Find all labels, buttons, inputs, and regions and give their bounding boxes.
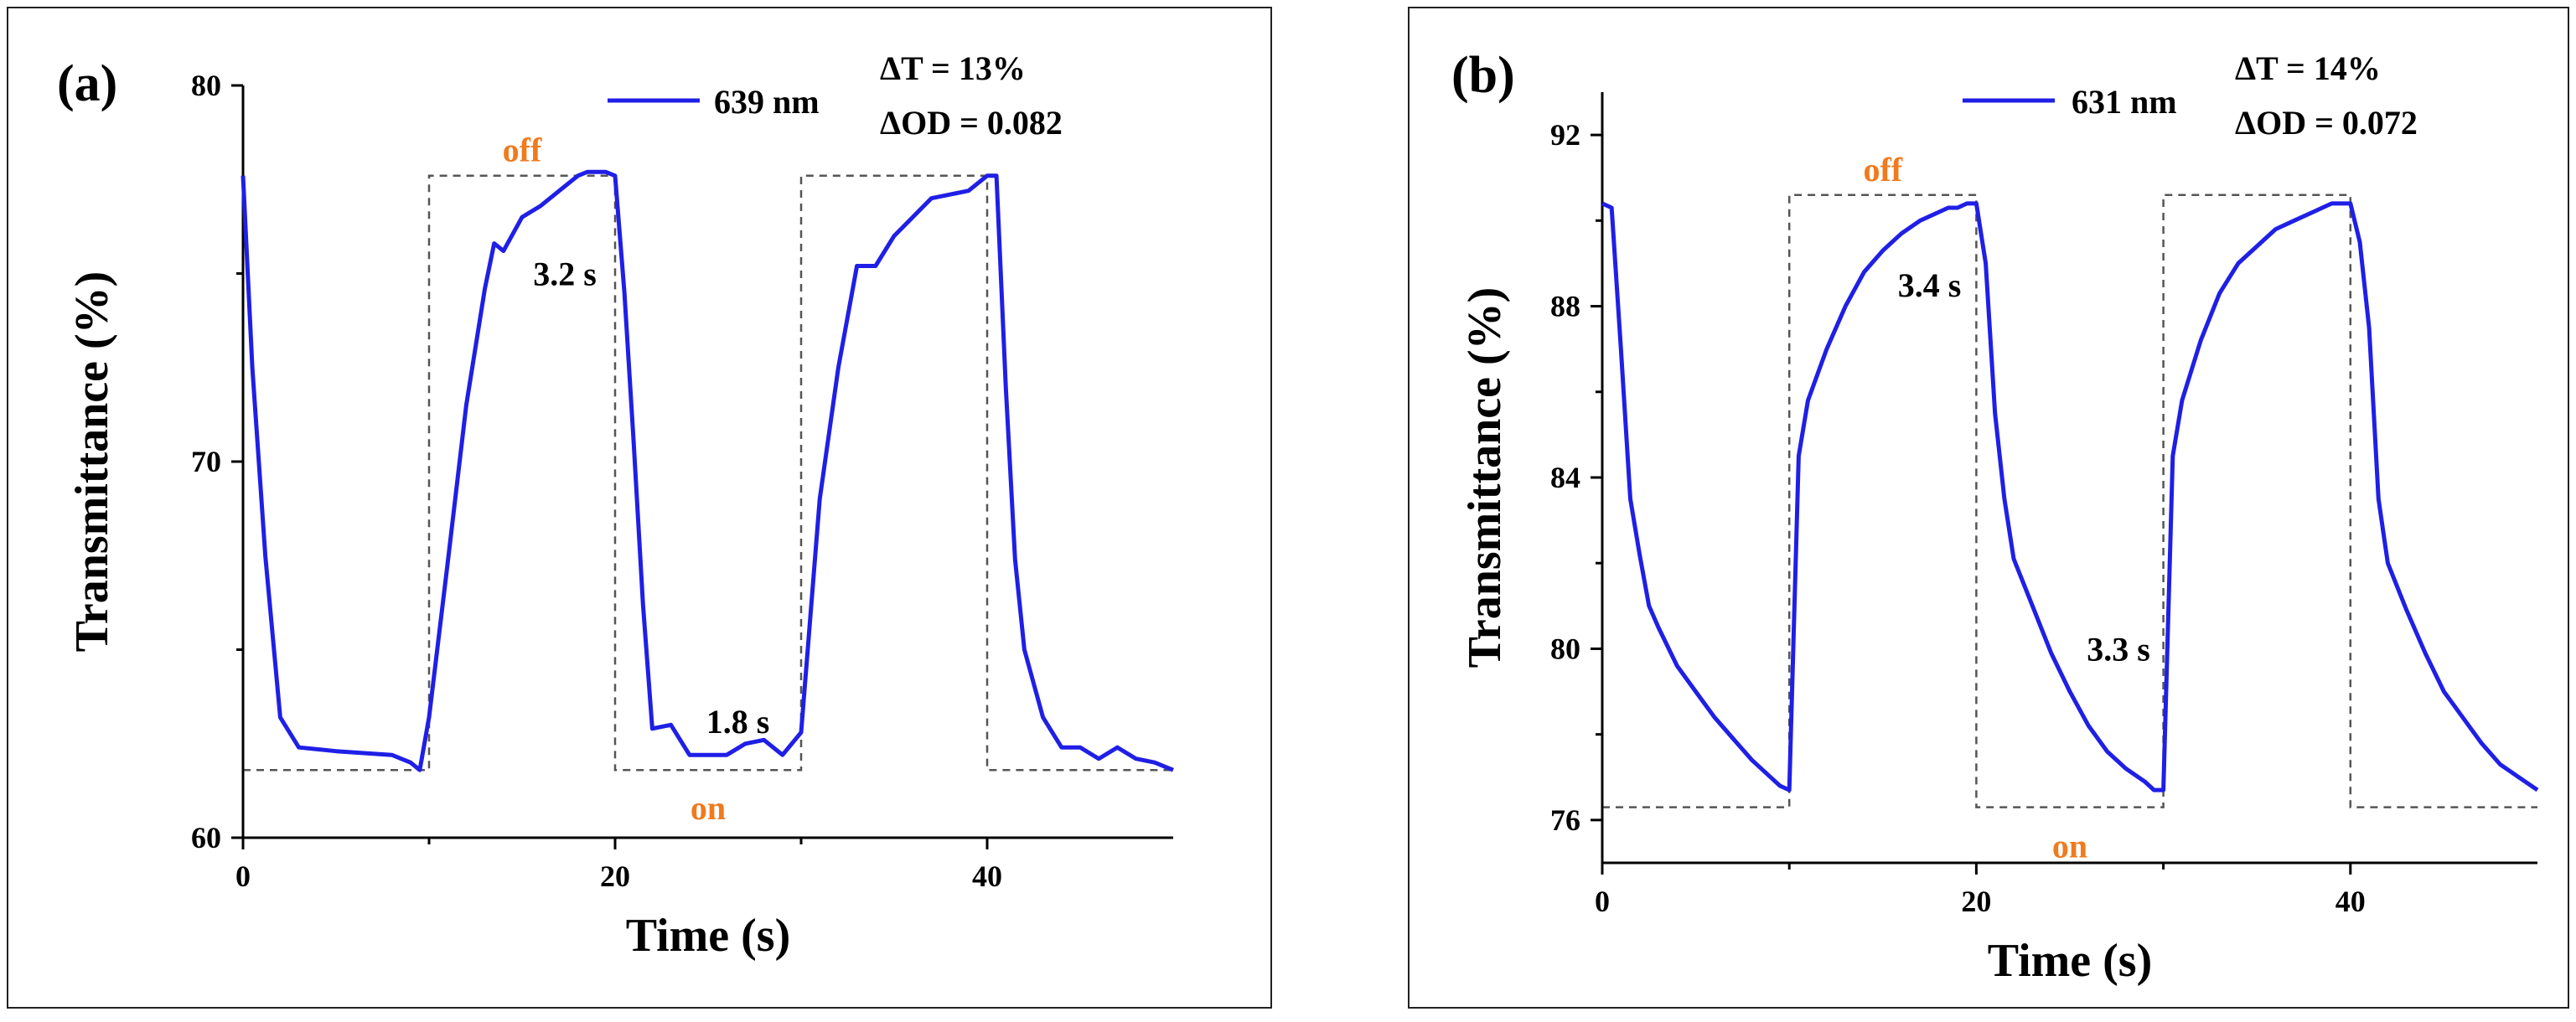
legend-label: 639 nm (714, 83, 820, 121)
y-axis-label: Transmittance (%) (66, 271, 118, 653)
y-tick-label: 80 (191, 69, 221, 102)
panel-label: (b) (1451, 47, 1515, 104)
y-tick-label: 92 (1550, 118, 1580, 152)
state-label: off (1863, 151, 1902, 188)
stat-text: ΔT = 13% (880, 49, 1026, 87)
x-tick-label: 0 (235, 859, 251, 893)
x-tick-label: 40 (2335, 885, 2366, 918)
x-tick-label: 20 (600, 859, 630, 893)
chart-a: 0 20 40 60 70 80 Time (s) Transmittance (%) (a) 6… (57, 49, 1174, 962)
x-axis-label: Time (s) (1988, 935, 2153, 987)
response-time-label: 3.2 s (533, 256, 597, 293)
chart-b: 0 20 40 76 80 84 88 92 Time (s) Transmittance (%)… (1451, 47, 2539, 987)
series-line (1601, 201, 2539, 792)
response-time-label: 3.3 s (2087, 630, 2150, 668)
y-tick-label: 84 (1550, 461, 1580, 494)
state-label: on (691, 789, 726, 827)
state-label: off (503, 131, 542, 168)
legend-label: 631 nm (2072, 83, 2177, 121)
y-tick-label: 76 (1550, 803, 1580, 837)
y-tick-label: 80 (1550, 632, 1580, 665)
square-wave-reference (243, 174, 1173, 772)
y-axis-label: Transmittance (%) (1459, 287, 1511, 668)
y-tick-label: 88 (1550, 290, 1580, 323)
stat-text: ΔOD = 0.082 (880, 104, 1063, 142)
y-tick-label: 60 (191, 821, 221, 854)
response-time-label: 1.8 s (706, 703, 770, 741)
x-tick-label: 20 (1961, 885, 1991, 918)
x-tick-label: 40 (972, 859, 1002, 893)
x-tick-label: 0 (1595, 885, 1610, 918)
state-label: on (2052, 828, 2087, 865)
stat-text: ΔT = 14% (2235, 49, 2381, 87)
x-axis-label: Time (s) (626, 910, 791, 962)
stat-text: ΔOD = 0.072 (2235, 104, 2418, 142)
series-line (241, 169, 1174, 772)
y-tick-label: 70 (191, 445, 221, 478)
panel-label: (a) (57, 55, 117, 112)
response-time-label: 3.4 s (1898, 266, 1962, 304)
square-wave-reference (1602, 194, 2537, 808)
chart-panel-b: 0 20 40 76 80 84 88 92 Time (s) Transmittance (%)… (1408, 7, 2569, 1009)
chart-panel-a: 0 20 40 60 70 80 Time (s) Transmittance (%) (a) 6… (7, 7, 1272, 1009)
